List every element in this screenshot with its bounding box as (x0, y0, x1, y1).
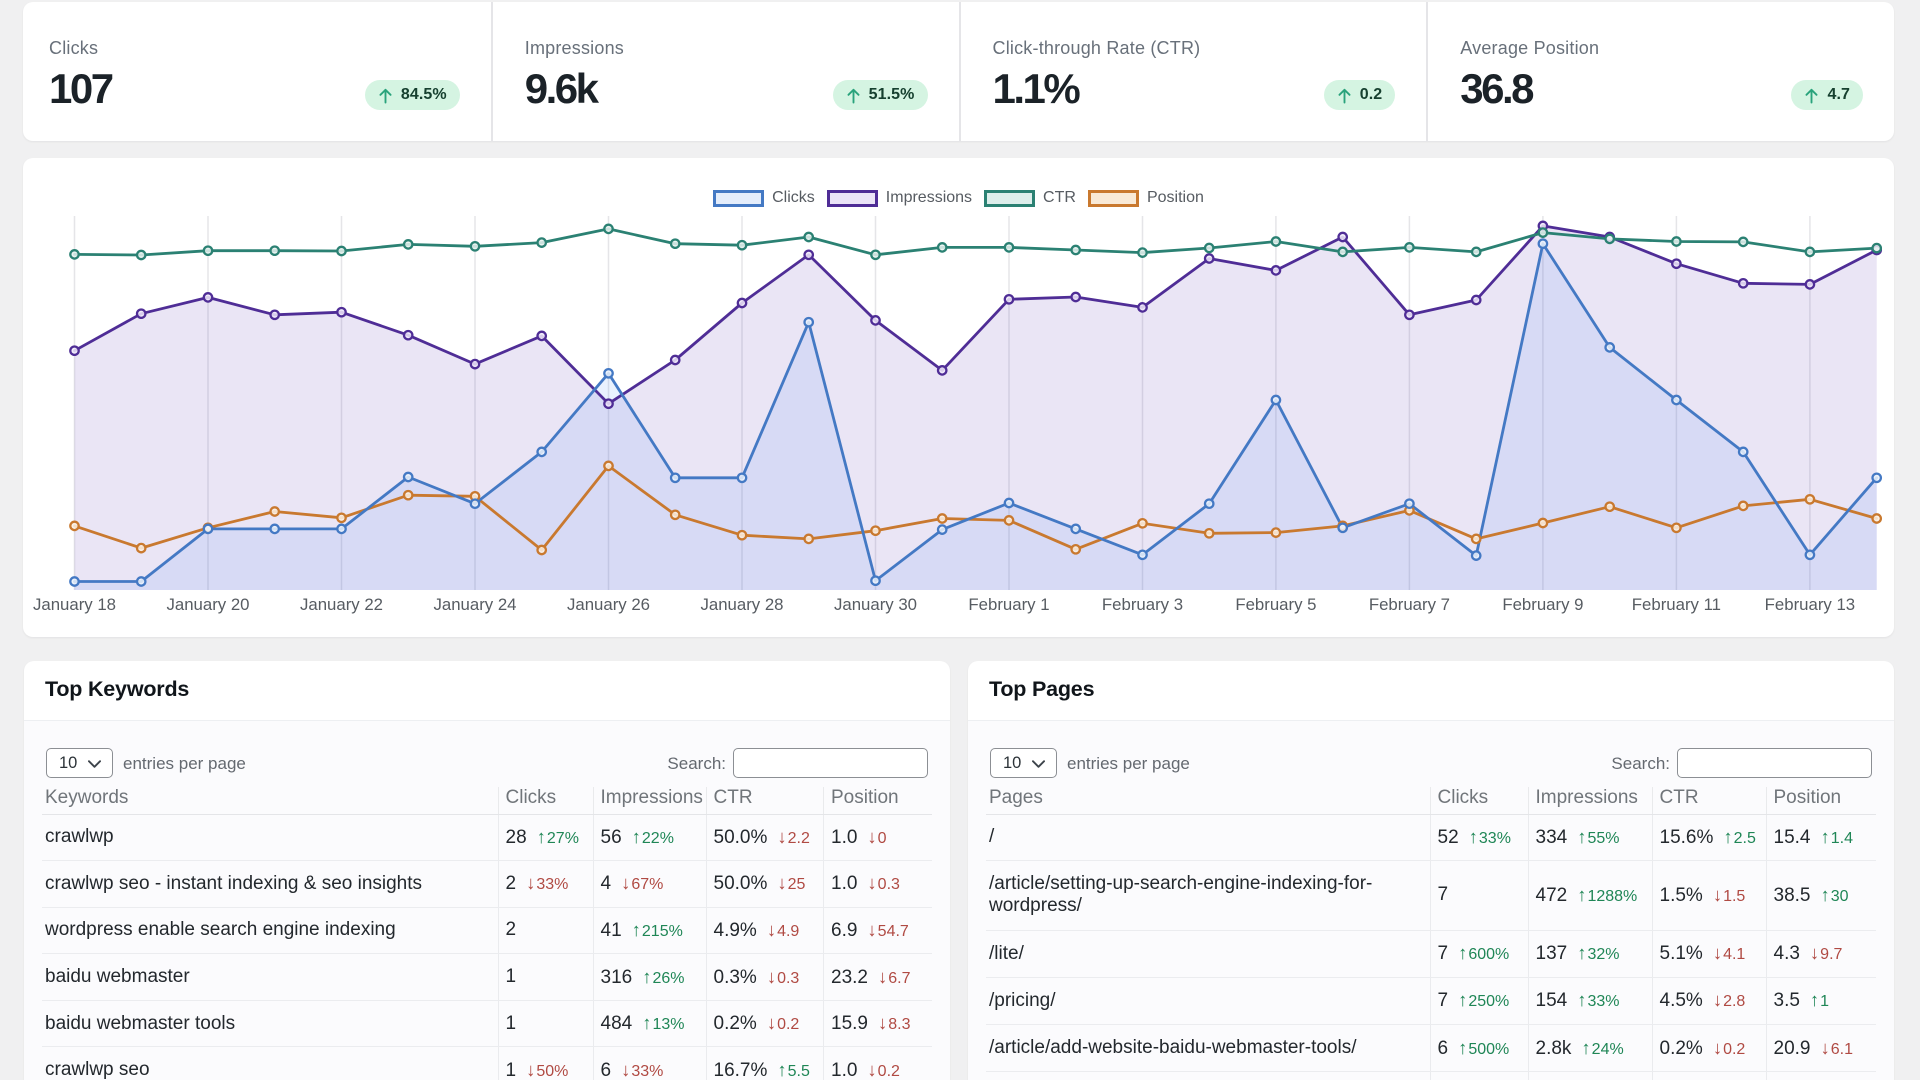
svg-text:February 5: February 5 (1235, 595, 1316, 614)
svg-text:January 30: January 30 (834, 595, 917, 614)
svg-text:January 24: January 24 (433, 595, 516, 614)
svg-text:February 13: February 13 (1765, 595, 1855, 614)
svg-text:January 22: January 22 (300, 595, 383, 614)
svg-text:February 11: February 11 (1632, 595, 1721, 614)
svg-text:January 20: January 20 (166, 595, 249, 614)
svg-text:February 9: February 9 (1502, 595, 1583, 614)
svg-text:February 3: February 3 (1102, 595, 1183, 614)
svg-text:February 1: February 1 (968, 595, 1049, 614)
svg-text:January 18: January 18 (33, 595, 116, 614)
svg-text:January 28: January 28 (700, 595, 783, 614)
svg-text:February 7: February 7 (1369, 595, 1450, 614)
svg-text:January 26: January 26 (567, 595, 650, 614)
